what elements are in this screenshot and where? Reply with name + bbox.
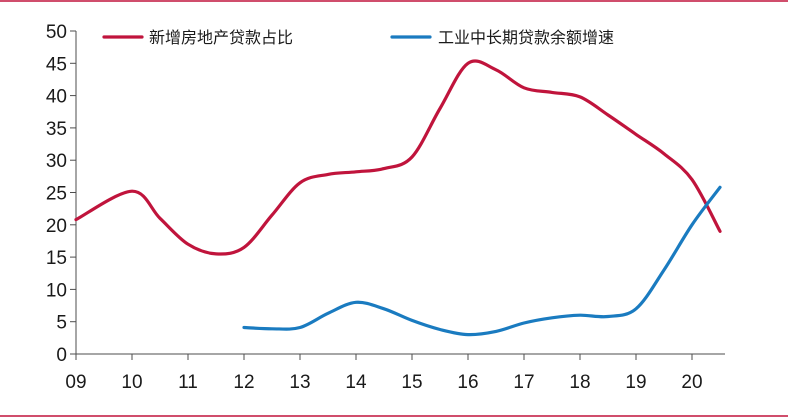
x-tick-label: 09 [65, 372, 86, 393]
x-tick-label: 16 [457, 372, 478, 393]
x-tick-label: 18 [569, 372, 590, 393]
y-tick-label: 25 [46, 184, 67, 205]
legend-label-2: 工业中长期贷款余额增速 [438, 28, 614, 47]
y-axis: 0 5 10 15 20 25 30 35 40 45 50 [46, 22, 77, 366]
y-tick-label: 15 [46, 248, 67, 269]
x-tick-label: 13 [289, 372, 310, 393]
x-tick-label: 19 [625, 372, 646, 393]
y-tick-label: 10 [46, 280, 67, 301]
series-line-2 [242, 185, 722, 337]
y-tick-label: 50 [46, 22, 67, 43]
y-tick-label: 20 [46, 216, 67, 237]
x-tick-label: 17 [513, 372, 534, 393]
x-tick-label: 20 [681, 372, 702, 393]
y-tick-label: 30 [46, 151, 67, 172]
legend: 新增房地产贷款占比 工业中长期贷款余额增速 [102, 28, 614, 47]
x-tick-label: 11 [178, 372, 198, 393]
y-tick-label: 35 [46, 119, 67, 140]
y-tick-label: 0 [56, 345, 67, 366]
legend-label-1: 新增房地产贷款占比 [149, 28, 293, 47]
series-line-1 [74, 59, 722, 256]
x-tick-label: 12 [233, 372, 254, 393]
y-tick-label: 5 [56, 313, 67, 334]
x-tick-label: 14 [345, 372, 367, 393]
x-axis: 09 10 11 12 13 14 15 16 17 18 19 20 [65, 353, 725, 393]
x-tick-label: 10 [121, 372, 142, 393]
x-tick-label: 15 [401, 372, 422, 393]
series-layer [74, 59, 722, 337]
y-tick-label: 45 [46, 54, 67, 75]
y-tick-label: 40 [46, 87, 67, 108]
